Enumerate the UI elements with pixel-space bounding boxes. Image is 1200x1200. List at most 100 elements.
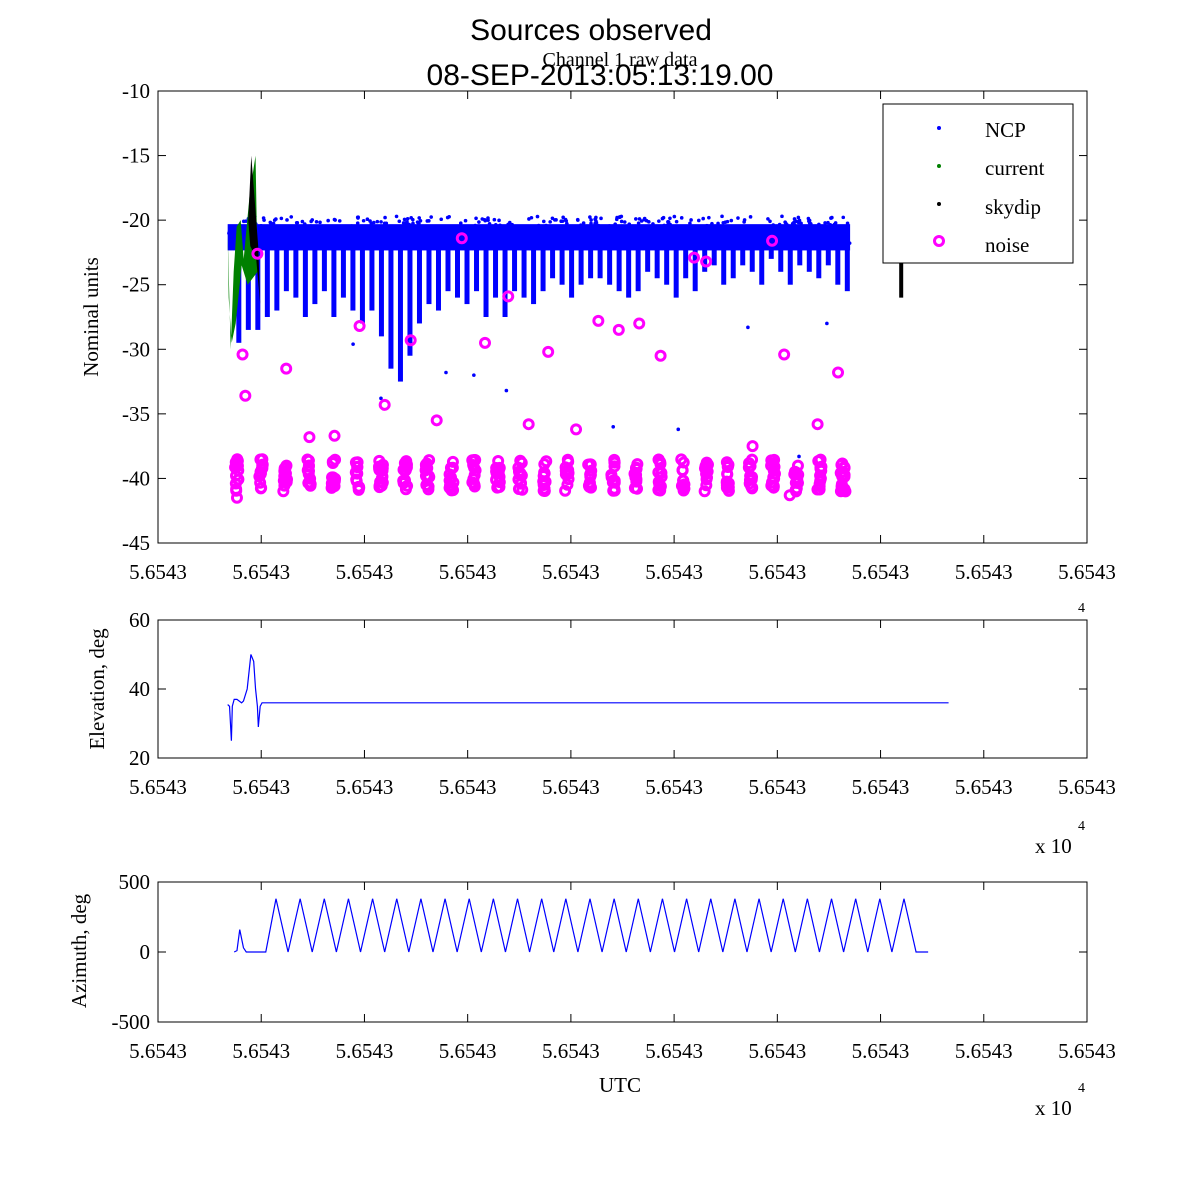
azimuth-xlabel: UTC [599, 1073, 641, 1097]
legend-ncp-marker [937, 126, 941, 130]
ncp-point [845, 230, 850, 235]
noise-point [329, 453, 342, 466]
ncp-dip [512, 248, 518, 292]
elevation-xtick-label: 5.6543 [129, 775, 187, 799]
ncp-point [668, 222, 672, 227]
ncp-point [492, 217, 497, 222]
azimuth-xtick-label: 5.6543 [542, 1039, 600, 1063]
ncp-point [781, 236, 786, 240]
ncp-point [544, 223, 548, 228]
legend-noise-marker [933, 235, 945, 247]
ncp-point [525, 227, 530, 232]
ncp-dip [435, 248, 441, 311]
ncp-point [644, 225, 648, 230]
noise-point [304, 472, 317, 485]
noise-point [479, 336, 492, 349]
ncp-dip [426, 248, 432, 305]
ncp-point [784, 221, 788, 226]
noise-point [540, 455, 553, 468]
ncp-point [264, 236, 269, 240]
ncp-point [546, 239, 551, 243]
ncp-point [744, 232, 749, 237]
noise-point [654, 349, 667, 362]
ncp-point [516, 227, 521, 232]
ncp-point [661, 243, 666, 247]
elevation-exponent-base: x 10 [1035, 834, 1072, 858]
ncp-point [593, 221, 597, 226]
ncp-point [708, 233, 713, 237]
elevation-xtick-label: 5.6543 [542, 775, 600, 799]
ncp-point [688, 246, 692, 250]
noise-point [746, 440, 759, 453]
ncp-point [471, 243, 475, 247]
raw-data-ytick-label: -40 [122, 466, 150, 490]
ncp-point [611, 424, 616, 429]
ncp-point [561, 215, 565, 220]
skydip-end-trace [899, 233, 904, 298]
ncp-point [784, 239, 789, 244]
azimuth-xtick-label: 5.6543 [748, 1039, 806, 1063]
noise-point [700, 467, 713, 480]
ncp-dip [664, 248, 670, 285]
ncp-point [662, 225, 666, 229]
ncp-point [657, 219, 661, 223]
ncp-point [271, 245, 275, 250]
ncp-point [530, 232, 534, 236]
ncp-point [322, 229, 326, 233]
ncp-point [716, 232, 720, 237]
ncp-point [508, 226, 513, 231]
ncp-dip [569, 248, 575, 298]
ncp-point [280, 238, 284, 243]
raw-data-ytick-label: -25 [122, 273, 150, 297]
ncp-dip [787, 248, 793, 285]
ncp-point [823, 242, 827, 247]
ncp-point [588, 234, 592, 239]
noise-point [373, 464, 386, 477]
ncp-point [689, 218, 693, 222]
ncp-dip [455, 248, 461, 298]
elevation-axes: 5.6543 5.6543 5.6543 5.6543 5.6543 5.6543 5.65… [85, 601, 1116, 858]
legend-skydip-marker [937, 202, 941, 206]
ncp-point [596, 223, 601, 228]
ncp-point [407, 231, 412, 236]
noise-point [255, 481, 268, 494]
ncp-point [302, 240, 306, 244]
ncp-point [599, 240, 604, 245]
ncp-point [699, 226, 704, 231]
ncp-dip [521, 248, 527, 298]
raw-data-axes: 5.6543 5.6543 5.6543 5.6543 5.6543 5.6543 5.65… [79, 79, 1116, 584]
ncp-point [279, 216, 284, 221]
ncp-point [593, 236, 598, 241]
ncp-point [707, 215, 711, 220]
ncp-point [644, 231, 649, 235]
ncp-point [536, 231, 541, 236]
noise-point [349, 466, 362, 479]
ncp-point [444, 370, 448, 375]
ncp-point [713, 245, 717, 250]
ncp-dip [778, 248, 784, 272]
ncp-point [259, 224, 263, 228]
ncp-dip [416, 248, 422, 324]
ncp-point [631, 238, 636, 242]
azimuth-series-line [233, 898, 929, 953]
ncp-dip [797, 248, 803, 266]
ncp-point [535, 214, 540, 219]
ncp-point [512, 234, 517, 239]
noise-point [791, 459, 804, 472]
ncp-dip [759, 248, 765, 285]
ncp-point [636, 221, 641, 226]
ncp-point [417, 216, 422, 220]
elevation-xtick-label: 5.6543 [1058, 775, 1116, 799]
noise-point [468, 453, 481, 466]
ncp-point [794, 232, 799, 237]
ncp-point [567, 237, 571, 242]
ncp-point [290, 229, 294, 234]
ncp-point [743, 239, 748, 244]
legend-noise-label: noise [985, 233, 1029, 257]
ncp-point [379, 396, 383, 401]
ncp-point [498, 233, 502, 238]
ncp-dip [264, 248, 270, 317]
ncp-point [264, 239, 269, 244]
ncp-point [818, 233, 823, 238]
raw-data-xtick-label: 5.6543 [232, 560, 290, 584]
